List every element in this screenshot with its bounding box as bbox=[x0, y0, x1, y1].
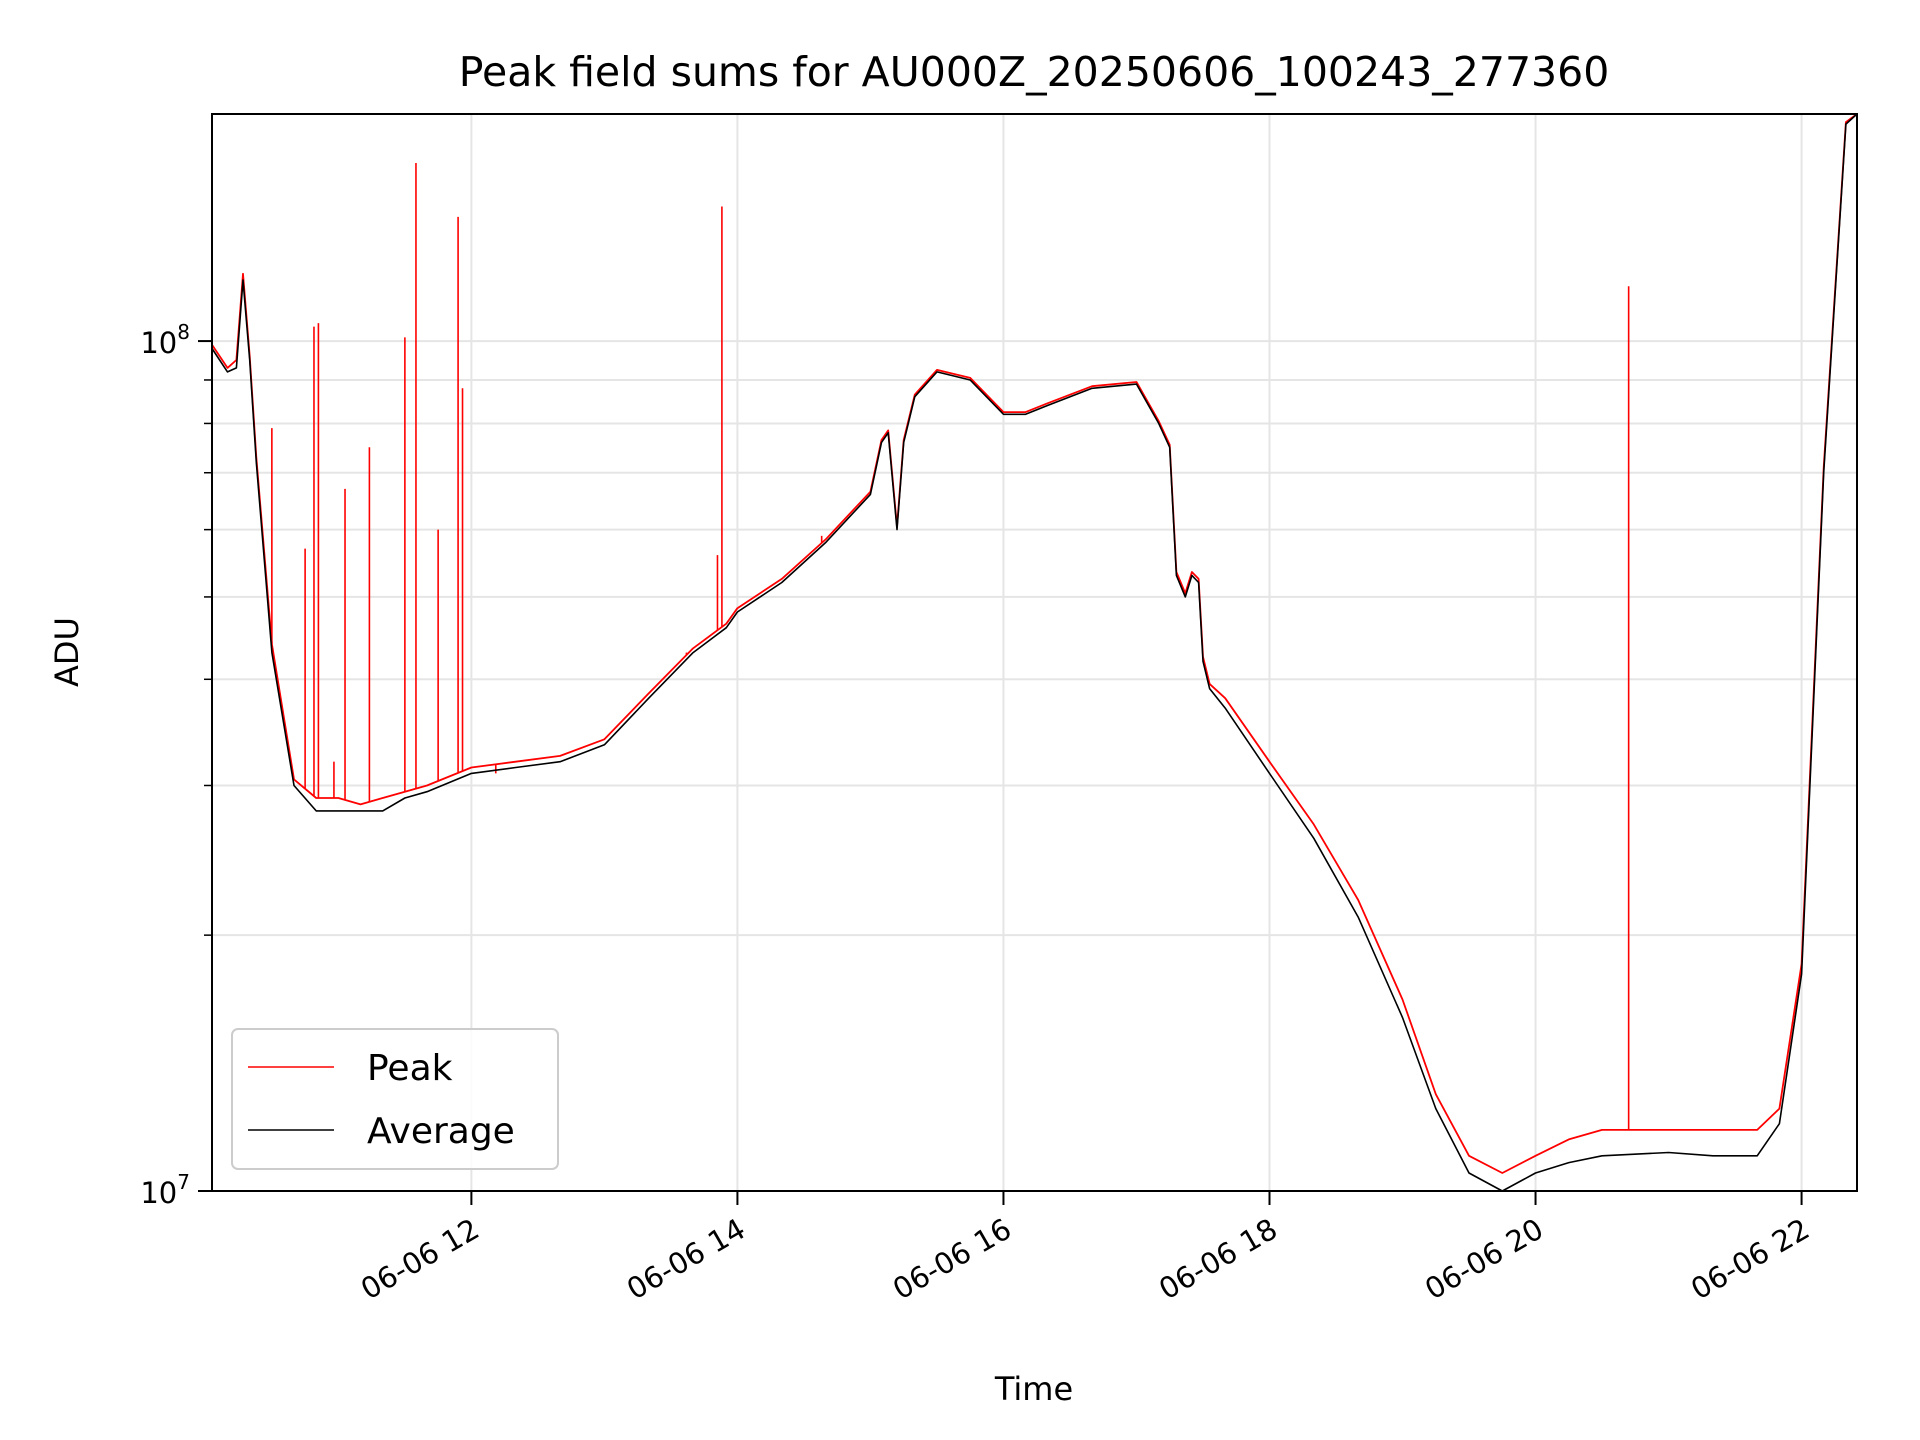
legend-average-label: Average bbox=[367, 1111, 515, 1152]
chart: Peak field sums for AU000Z_20250606_1002… bbox=[0, 0, 1920, 1440]
legend-peak-label: Peak bbox=[367, 1048, 453, 1089]
x-axis-label: Time bbox=[994, 1370, 1073, 1408]
legend: Peak Average bbox=[232, 1029, 558, 1169]
chart-title: Peak field sums for AU000Z_20250606_1002… bbox=[459, 48, 1610, 96]
y-axis-label: ADU bbox=[48, 617, 86, 687]
chart-background bbox=[0, 0, 1920, 1440]
